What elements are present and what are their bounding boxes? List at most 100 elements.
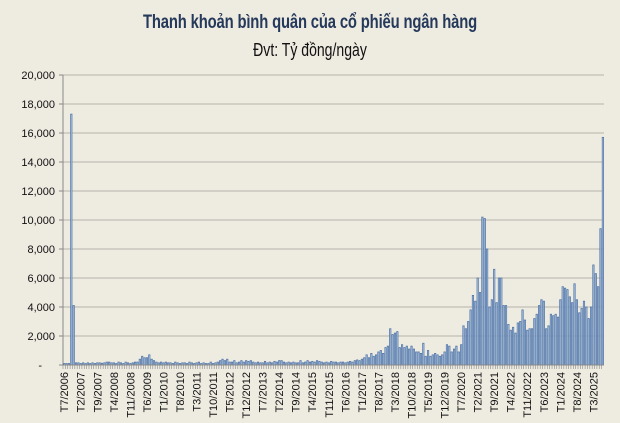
bar [412, 348, 415, 366]
bar [419, 352, 423, 366]
bar [306, 360, 309, 366]
bar [389, 328, 392, 366]
bar [521, 309, 524, 366]
bar [245, 360, 248, 366]
bar [221, 358, 224, 366]
bar [552, 315, 555, 366]
bar [353, 360, 356, 366]
bar [441, 354, 444, 366]
bar [601, 136, 604, 366]
x-tick-label: T10/2011 [208, 372, 220, 418]
bar [575, 299, 578, 366]
bar [393, 332, 397, 366]
bar [452, 348, 456, 366]
bar [530, 328, 534, 366]
bar [377, 351, 380, 366]
bar [375, 354, 378, 366]
x-tick-label: T7/2006 [59, 372, 71, 412]
chart-title: Thanh khoản bình quân của cổ phiếu ngân … [142, 12, 477, 33]
bar [594, 273, 597, 366]
bar [509, 329, 512, 366]
bar [382, 352, 385, 366]
bar [545, 328, 548, 366]
bar [415, 351, 418, 366]
x-tick-label: T9/2014 [291, 372, 303, 412]
bar [141, 355, 144, 366]
y-tick-label: 16,000 [21, 128, 55, 140]
x-tick-label: T7/2020 [456, 372, 468, 412]
y-tick-label: - [38, 360, 42, 372]
bar [370, 352, 373, 366]
bar [502, 305, 505, 366]
bar [481, 216, 484, 366]
bar [547, 325, 550, 366]
x-tick-label: T9/2007 [92, 372, 104, 412]
x-tick-label: T11/2008 [125, 372, 137, 418]
bar [488, 306, 491, 366]
bar [273, 360, 276, 366]
bar [70, 113, 73, 366]
x-tick-label: T6/2016 [340, 372, 352, 412]
bar [443, 351, 446, 366]
x-tick-label: T4/2022 [506, 372, 518, 412]
y-tick-label: 4,000 [27, 302, 55, 314]
bar [247, 360, 250, 366]
bar [226, 358, 229, 366]
bar [152, 360, 156, 366]
bar [240, 360, 243, 366]
bar [422, 342, 425, 366]
bar [450, 351, 453, 366]
bar [431, 354, 434, 366]
bar [573, 283, 576, 366]
bar [460, 344, 463, 366]
x-tick-label: T10/2018 [406, 372, 418, 418]
bar [427, 350, 430, 366]
bar [474, 300, 477, 366]
x-tick-label: T3/2011 [191, 372, 203, 412]
bar [408, 348, 411, 366]
bar [523, 319, 526, 366]
bar [493, 268, 496, 366]
bar [401, 344, 404, 366]
x-tick-label: T8/2017 [373, 372, 385, 412]
bar [533, 318, 536, 366]
bar [311, 360, 314, 366]
bar [438, 355, 441, 366]
y-tick-label: 14,000 [21, 157, 55, 169]
y-tick-label: 20,000 [21, 70, 55, 82]
bar [486, 248, 489, 366]
bar [556, 316, 560, 366]
bar [391, 334, 394, 366]
bar [379, 350, 382, 366]
x-tick-label: T9/2021 [489, 372, 501, 412]
x-tick-label: T6/2009 [142, 372, 154, 412]
bar [405, 345, 408, 366]
bar [561, 286, 564, 366]
x-tick-label: T1/2017 [357, 372, 369, 412]
bar [476, 277, 479, 366]
x-tick-label: T7/2013 [258, 372, 270, 412]
x-tick-label: T2/2014 [274, 372, 286, 412]
chart-subtitle: Đvt: Tỷ đồng/ngày [253, 40, 367, 60]
x-tick-label: T5/2012 [225, 372, 237, 412]
bar [587, 318, 590, 366]
bar [396, 331, 399, 366]
bar [528, 328, 531, 366]
bar [512, 326, 515, 366]
bar [571, 302, 574, 366]
bar [424, 355, 427, 366]
x-tick-label: T3/2018 [390, 372, 402, 412]
bar [559, 299, 562, 366]
bar [578, 312, 581, 366]
x-tick-label: T12/2019 [440, 372, 452, 418]
bar [434, 352, 437, 366]
bar [299, 360, 302, 366]
bar [507, 323, 510, 366]
x-tick-label: T2/2021 [473, 372, 485, 412]
bar [590, 306, 593, 366]
bar [365, 354, 368, 366]
bar [349, 360, 352, 366]
bar [514, 332, 517, 366]
bar [363, 357, 366, 366]
